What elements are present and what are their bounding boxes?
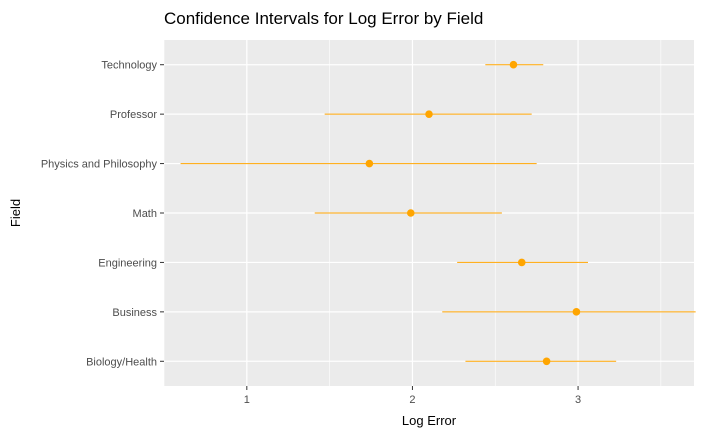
x-tick-label: 2: [409, 394, 415, 406]
y-tick-label: Physics and Philosophy: [41, 159, 158, 171]
x-tick-label: 1: [244, 394, 250, 406]
estimate-points: [365, 60, 581, 366]
estimate-point: [572, 308, 581, 316]
estimate-point: [406, 209, 415, 217]
x-tick-label: 3: [575, 394, 581, 406]
y-tick-label: Technology: [101, 60, 157, 72]
estimate-point: [509, 60, 518, 69]
y-axis-title: Field: [8, 199, 23, 227]
y-tick-label: Engineering: [98, 257, 157, 269]
y-axis: Technology Professor Physics and Philosoph…: [41, 60, 164, 368]
estimate-point: [365, 159, 374, 168]
x-axis: 1 2 3: [244, 386, 581, 406]
estimate-point: [517, 258, 526, 267]
y-tick-label: Business: [112, 307, 157, 319]
estimate-point: [542, 357, 551, 366]
y-tick-label: Professor: [110, 109, 157, 121]
y-tick-label: Biology/Health: [86, 356, 157, 368]
chart-title: Confidence Intervals for Log Error by Fi…: [164, 9, 483, 28]
estimate-point: [425, 110, 433, 118]
y-tick-label: Math: [133, 208, 157, 220]
x-axis-title: Log Error: [402, 413, 457, 428]
